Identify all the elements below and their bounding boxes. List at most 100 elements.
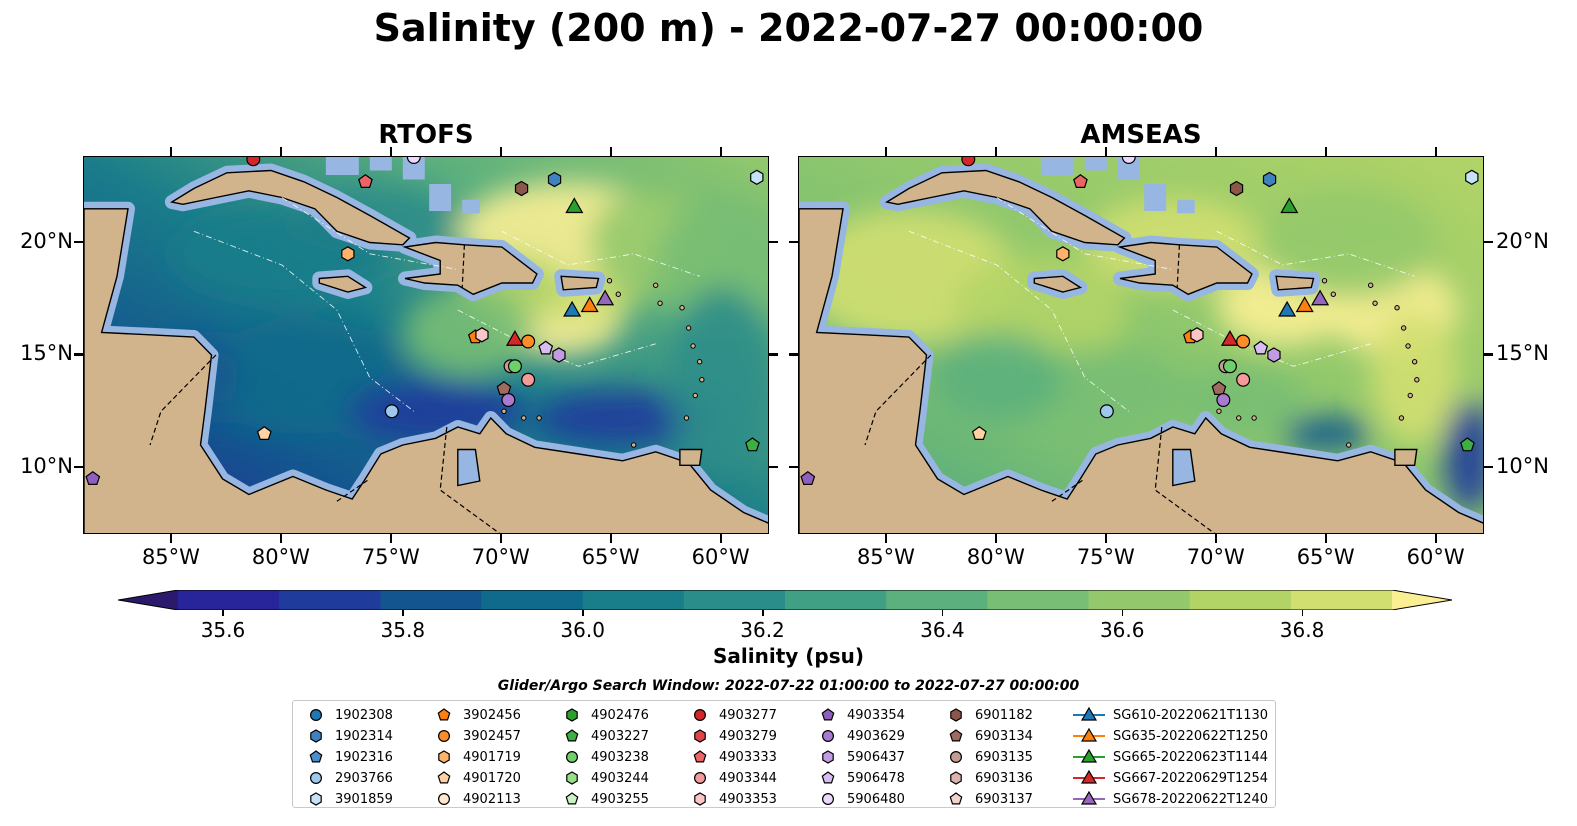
lon-tick bbox=[499, 534, 503, 543]
legend-item: 4903238 bbox=[561, 747, 649, 767]
legend-item: SG610-20220621T1130 bbox=[1073, 705, 1268, 725]
legend-label: 4903279 bbox=[719, 728, 777, 744]
legend-marker-icon bbox=[694, 792, 706, 806]
observation-5906478 bbox=[538, 340, 554, 355]
lat-tick bbox=[789, 353, 798, 356]
observation-4903227 bbox=[745, 437, 760, 452]
lat-tick-label: 20°N bbox=[20, 228, 73, 253]
colorbar-segment bbox=[481, 590, 584, 610]
observation-4903238 bbox=[1222, 359, 1237, 374]
lon-tick-top bbox=[1324, 147, 1328, 156]
observation-2903766 bbox=[1099, 404, 1114, 419]
legend-marker-icon bbox=[949, 729, 963, 742]
legend-label: SG635-20220622T1250 bbox=[1113, 728, 1269, 744]
observation-4903344 bbox=[521, 372, 536, 387]
observation-6903134 bbox=[1211, 381, 1227, 395]
observation-markers bbox=[85, 157, 764, 485]
legend-label: 4901719 bbox=[463, 749, 521, 765]
legend-item: 4903333 bbox=[689, 747, 777, 767]
legend-label: 4903238 bbox=[591, 749, 649, 765]
lon-tick bbox=[279, 534, 283, 543]
lat-tick bbox=[1484, 353, 1493, 356]
legend-label: 3902457 bbox=[463, 728, 521, 744]
legend-item: 6903135 bbox=[945, 747, 1033, 767]
observation-SG610-20220621T1130 bbox=[563, 300, 582, 317]
legend-label: 4903353 bbox=[719, 791, 777, 807]
lon-tick bbox=[719, 534, 723, 543]
colorbar-tick bbox=[1121, 610, 1124, 616]
legend-marker-icon bbox=[565, 792, 579, 805]
legend-label: 4903344 bbox=[719, 770, 777, 786]
colorbar-tick bbox=[582, 610, 584, 616]
legend-label: SG667-20220629T1254 bbox=[1113, 770, 1269, 786]
lat-tick bbox=[74, 240, 83, 243]
lat-tick bbox=[769, 240, 778, 243]
legend-label: 6901182 bbox=[975, 707, 1033, 723]
colorbar-tick-label: 35.6 bbox=[200, 618, 246, 642]
observation-6903134 bbox=[496, 381, 512, 395]
legend-marker-icon bbox=[950, 771, 962, 785]
legend-item: 4903255 bbox=[561, 789, 649, 809]
observation-4903354 bbox=[800, 471, 816, 485]
lon-tick bbox=[1434, 534, 1438, 543]
lat-tick bbox=[789, 240, 798, 243]
legend-label: 3901859 bbox=[335, 791, 393, 807]
legend-marker-icon bbox=[437, 792, 451, 806]
legend-item: 2903766 bbox=[305, 768, 393, 788]
lon-tick bbox=[1104, 534, 1108, 543]
observation-SG610-20220621T1130 bbox=[1278, 300, 1297, 317]
legend-marker-icon bbox=[309, 750, 323, 763]
legend-label: 6903134 bbox=[975, 728, 1033, 744]
observation-SG635-20220622T1250 bbox=[1295, 296, 1314, 313]
colorbar-segment bbox=[886, 590, 988, 610]
legend-item: 4903277 bbox=[689, 705, 777, 725]
legend-label: SG610-20220621T1130 bbox=[1113, 707, 1269, 723]
observation-4903629 bbox=[501, 393, 516, 408]
lon-tick-top bbox=[884, 147, 888, 156]
lon-tick-label: 70°W bbox=[471, 545, 530, 569]
lon-tick-top bbox=[994, 147, 998, 156]
observation-5906478 bbox=[1253, 340, 1269, 355]
legend-item: 4903279 bbox=[689, 726, 777, 746]
legend-item: SG635-20220622T1250 bbox=[1073, 726, 1268, 746]
observation-4903353 bbox=[1190, 327, 1204, 343]
legend-item: 6903137 bbox=[945, 789, 1033, 809]
lat-tick bbox=[74, 353, 83, 356]
rtofs-map bbox=[83, 156, 769, 534]
colorbar-segment bbox=[582, 590, 685, 610]
colorbar-segment bbox=[1088, 590, 1191, 610]
legend-marker-icon bbox=[437, 729, 451, 743]
lat-tick-label: 10°N bbox=[1496, 453, 1549, 478]
legend-item: 4903244 bbox=[561, 768, 649, 788]
legend-item: 4903344 bbox=[689, 768, 777, 788]
lon-tick-top bbox=[719, 147, 723, 156]
lon-tick-label: 60°W bbox=[691, 545, 750, 569]
colorbar-tick-label: 36.6 bbox=[1099, 618, 1145, 642]
legend-marker-icon bbox=[949, 750, 963, 764]
observation-1902314 bbox=[1262, 171, 1277, 188]
observation-2903766 bbox=[384, 404, 399, 419]
observation-5906480 bbox=[1121, 157, 1136, 164]
legend-marker-icon bbox=[1073, 706, 1105, 721]
legend-label: 4903333 bbox=[719, 749, 777, 765]
lon-tick-top bbox=[1104, 147, 1108, 156]
colorbar-tick bbox=[941, 610, 944, 616]
observation-5906480 bbox=[406, 157, 421, 164]
observation-4903353 bbox=[475, 327, 489, 343]
legend-item: 3902456 bbox=[433, 705, 521, 725]
legend-marker-icon bbox=[309, 771, 323, 785]
observation-4903333 bbox=[358, 174, 373, 188]
legend-marker-icon bbox=[694, 729, 706, 743]
observation-4903333 bbox=[1073, 174, 1088, 188]
observation-4903227 bbox=[1460, 437, 1475, 452]
legend: 1902308 1902314 1902316 2903766 3901859 39024… bbox=[292, 700, 1276, 808]
legend-marker-icon bbox=[693, 750, 707, 763]
colorbar-segment bbox=[279, 590, 381, 610]
legend-label: 4903629 bbox=[847, 728, 905, 744]
lon-tick-top bbox=[1434, 147, 1438, 156]
legend-item: 3902457 bbox=[433, 726, 521, 746]
legend-label: 6903137 bbox=[975, 791, 1033, 807]
legend-marker-icon bbox=[309, 708, 323, 722]
lat-tick bbox=[769, 353, 778, 356]
legend-marker-icon bbox=[310, 792, 322, 806]
